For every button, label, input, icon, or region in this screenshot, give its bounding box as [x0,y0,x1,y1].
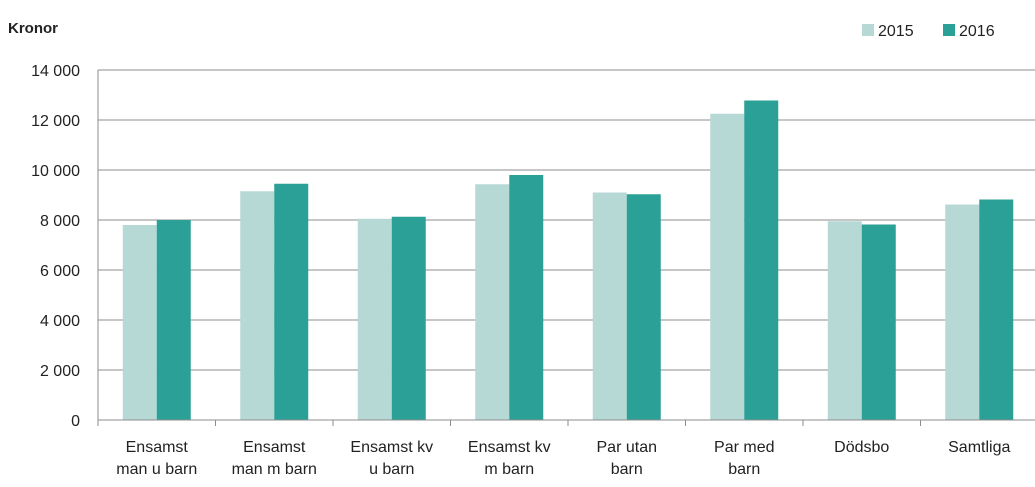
y-tick-label: 4 000 [40,313,80,330]
x-tick-label: Par med barn [714,439,774,478]
x-tick-label: Ensamst kv m barn [468,439,551,478]
bar [122,225,157,420]
legend-label: 2016 [959,23,995,40]
x-tick-label: Ensamst kv u barn [350,439,433,478]
y-tick-label: 12 000 [31,113,80,130]
bar [979,199,1014,420]
bar [240,191,275,420]
bar [357,218,392,420]
y-tick-label: 0 [71,413,80,430]
bar [509,175,544,420]
bar [156,220,191,420]
y-tick-label: 6 000 [40,263,80,280]
y-tick-label: 2 000 [40,363,80,380]
bar [274,183,309,420]
x-tick-label: Par utan barn [597,439,657,478]
bar [827,221,862,420]
bar [710,113,745,420]
legend-label: 2015 [878,23,914,40]
x-tick-label: Ensamst man m barn [232,439,317,478]
bar [626,194,661,420]
bar [744,100,779,420]
bar [391,216,426,420]
x-tick-label: Ensamst man u barn [116,439,197,478]
legend-swatch [862,24,874,36]
bar [592,192,627,420]
legend-swatch [943,24,955,36]
bar [475,184,510,420]
y-axis-label: Kronor [8,20,58,37]
y-tick-label: 8 000 [40,213,80,230]
bar [945,204,980,420]
x-tick-label: Samtliga [948,439,1010,456]
y-tick-label: 10 000 [31,163,80,180]
x-tick-label: Dödsbo [834,439,889,456]
y-tick-label: 14 000 [31,63,80,80]
bar [861,224,896,420]
